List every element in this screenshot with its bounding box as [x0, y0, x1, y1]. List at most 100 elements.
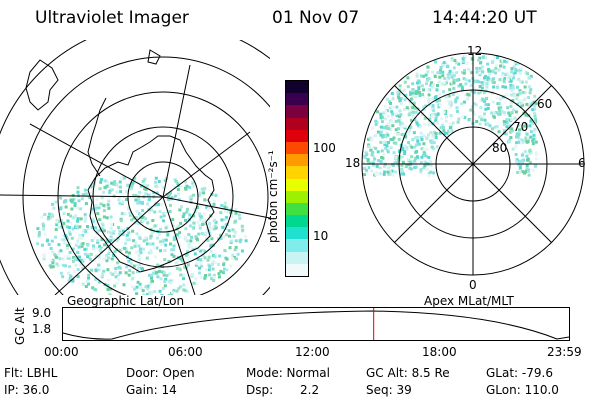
aurora-pixel: [139, 286, 143, 290]
aurora-pixel: [518, 164, 522, 168]
aurora-pixel: [374, 122, 378, 126]
aurora-pixel: [498, 97, 502, 101]
aurora-pixel: [198, 212, 201, 216]
aurora-pixel: [454, 98, 458, 102]
aurora-pixel: [99, 180, 103, 184]
dsp-label: Dsp:: [246, 383, 274, 397]
aurora-pixel: [497, 112, 500, 116]
aurora-pixel: [131, 285, 135, 289]
aurora-pixel: [429, 83, 433, 87]
aurora-pixel: [223, 249, 227, 252]
aurora-pixel: [152, 191, 156, 195]
aurora-pixel: [237, 213, 241, 217]
aurora-pixel: [131, 271, 135, 275]
aurora-pixel: [108, 293, 112, 295]
aurora-pixel: [222, 235, 226, 239]
aurora-pixel: [520, 80, 524, 84]
aurora-pixel: [398, 88, 402, 92]
aurora-pixel: [109, 215, 113, 219]
aurora-pixel: [106, 283, 110, 287]
aurora-pixel: [169, 203, 172, 207]
lon-lines: [0, 64, 270, 295]
aurora-pixel: [523, 91, 527, 95]
aurora-pixel: [113, 250, 117, 254]
door-label: Door: Open: [126, 366, 195, 380]
aurora-pixel: [396, 132, 400, 136]
aurora-pixel: [371, 154, 375, 158]
aurora-pixel: [131, 276, 135, 280]
aurora-pixel: [125, 238, 129, 242]
aurora-pixel: [212, 273, 216, 277]
aurora-pixel: [505, 132, 508, 136]
aurora-pixel: [452, 86, 456, 90]
aurora-pixel: [378, 166, 382, 170]
aurora-pixel: [43, 213, 47, 216]
aurora-pixel: [211, 263, 214, 267]
aurora-pixel: [145, 256, 149, 260]
aurora-pixel: [508, 138, 512, 142]
aurora-pixel: [162, 211, 166, 215]
aurora-pixel: [93, 236, 97, 240]
aurora-pixel: [411, 82, 415, 86]
aurora-pixel: [400, 155, 404, 159]
aurora-pixel: [126, 206, 130, 210]
aurora-pixel: [523, 171, 527, 174]
aurora-pixel: [481, 116, 485, 120]
aurora-image-magnetic: [362, 54, 538, 177]
aurora-pixel: [407, 107, 411, 111]
aurora-pixel: [46, 217, 50, 221]
aurora-pixel: [151, 279, 154, 283]
aurora-pixel: [516, 62, 520, 66]
aurora-pixel: [528, 149, 532, 153]
aurora-pixel: [523, 124, 527, 128]
aurora-pixel: [397, 115, 401, 119]
aurora-pixel: [469, 108, 473, 112]
aurora-pixel: [213, 260, 217, 264]
aurora-pixel: [516, 135, 520, 139]
aurora-pixel: [480, 81, 484, 85]
aurora-pixel: [509, 136, 513, 139]
aurora-pixel: [157, 232, 161, 236]
aurora-pixel: [474, 103, 478, 107]
aurora-pixel: [516, 171, 520, 174]
aurora-pixel: [518, 99, 522, 103]
aurora-pixel: [528, 124, 532, 128]
aurora-pixel: [172, 288, 176, 292]
aurora-pixel: [42, 224, 45, 228]
aurora-pixel: [534, 151, 538, 155]
aurora-pixel: [212, 227, 216, 231]
aurora-pixel: [501, 95, 505, 99]
aurora-pixel: [526, 158, 529, 162]
aurora-pixel: [449, 71, 453, 75]
aurora-pixel: [416, 81, 419, 85]
aurora-pixel: [533, 114, 537, 118]
aurora-pixel: [399, 159, 403, 163]
aurora-pixel: [518, 89, 522, 93]
aurora-pixel: [144, 227, 148, 231]
aurora-pixel: [404, 135, 408, 139]
aurora-pixel: [144, 285, 148, 289]
aurora-pixel: [95, 246, 99, 250]
seq-label: Seq: 39: [366, 383, 412, 397]
aurora-pixel: [533, 107, 537, 111]
aurora-pixel: [62, 212, 66, 216]
aurora-pixel: [415, 89, 418, 93]
aurora-pixel: [141, 247, 145, 251]
aurora-pixel: [118, 266, 122, 270]
aurora-pixel: [421, 111, 425, 115]
aurora-pixel: [525, 102, 529, 106]
aurora-pixel: [531, 139, 535, 143]
aurora-pixel: [498, 78, 502, 82]
aurora-pixel: [532, 102, 536, 106]
aurora-pixel: [187, 256, 191, 260]
aurora-pixel: [469, 69, 472, 73]
aurora-pixel: [413, 145, 417, 149]
aurora-pixel: [515, 97, 519, 101]
aurora-pixel: [240, 224, 244, 228]
aurora-pixel: [154, 255, 157, 259]
aurora-pixel: [90, 207, 94, 211]
aurora-pixel: [84, 230, 88, 234]
aurora-pixel: [521, 141, 524, 145]
aurora-pixel: [109, 271, 113, 275]
aurora-pixel: [424, 154, 428, 158]
